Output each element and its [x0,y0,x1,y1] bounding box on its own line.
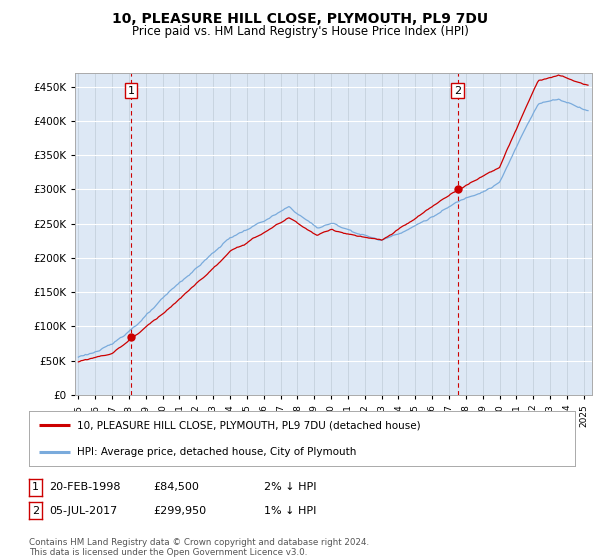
Text: HPI: Average price, detached house, City of Plymouth: HPI: Average price, detached house, City… [77,447,356,457]
Text: 2: 2 [454,86,461,96]
Text: 1% ↓ HPI: 1% ↓ HPI [264,506,316,516]
Text: 1: 1 [128,86,134,96]
Text: 1: 1 [32,482,39,492]
Text: 05-JUL-2017: 05-JUL-2017 [49,506,118,516]
Text: £84,500: £84,500 [153,482,199,492]
Text: 10, PLEASURE HILL CLOSE, PLYMOUTH, PL9 7DU: 10, PLEASURE HILL CLOSE, PLYMOUTH, PL9 7… [112,12,488,26]
Text: 2: 2 [32,506,39,516]
Text: 2% ↓ HPI: 2% ↓ HPI [264,482,317,492]
Text: Price paid vs. HM Land Registry's House Price Index (HPI): Price paid vs. HM Land Registry's House … [131,25,469,38]
Text: 10, PLEASURE HILL CLOSE, PLYMOUTH, PL9 7DU (detached house): 10, PLEASURE HILL CLOSE, PLYMOUTH, PL9 7… [77,421,421,430]
Text: £299,950: £299,950 [153,506,206,516]
Text: 20-FEB-1998: 20-FEB-1998 [49,482,121,492]
Text: Contains HM Land Registry data © Crown copyright and database right 2024.
This d: Contains HM Land Registry data © Crown c… [29,538,369,557]
